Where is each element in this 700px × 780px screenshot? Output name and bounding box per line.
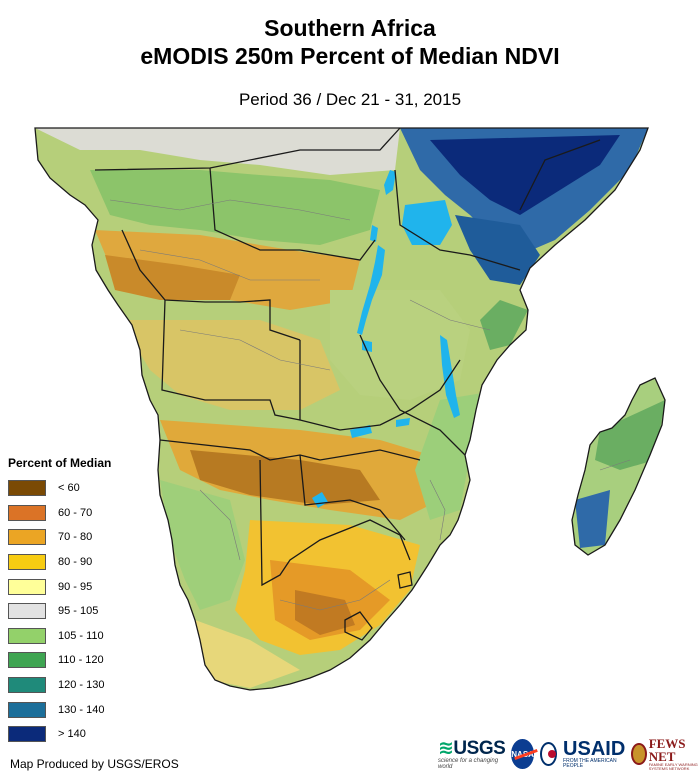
usgs-wordmark: USGS [453,737,506,759]
legend-item: > 140 [8,722,158,747]
lake-kariba [350,425,372,438]
fews-wordmark: FEWS NET [648,736,686,764]
legend-label: 130 - 140 [58,703,105,716]
legend-item: 120 - 130 [8,673,158,698]
lake-cahora-bassa [396,418,410,427]
legend-item: 90 - 95 [8,574,158,599]
fews-globe-icon [631,743,647,765]
lake-albert [384,170,396,195]
legend-item: 70 - 80 [8,525,158,550]
legend-title: Percent of Median [8,456,112,470]
legend-label: 90 - 95 [58,580,93,593]
legend-label: < 60 [58,482,80,495]
legend-swatch [8,603,46,620]
legend-swatch [8,701,46,718]
country-borders [34,127,666,691]
legend-swatch [8,677,46,694]
lake-malawi [440,335,460,418]
legend-swatch [8,529,46,546]
legend-swatch [8,652,46,669]
nasa-logo: NASA [511,739,534,769]
fews-tagline: FAMINE EARLY WARNING SYSTEMS NETWORK [648,762,698,771]
legend-label: 80 - 90 [58,556,93,569]
lake-kivu [370,225,378,242]
legend-swatch [8,578,46,595]
legend-item: 110 - 120 [8,648,158,673]
legend-swatch [8,480,46,497]
map-period: Period 36 / Dec 21 - 31, 2015 [238,90,462,109]
legend-label: 110 - 120 [58,654,104,667]
legend-swatch [8,504,46,521]
legend-swatch [8,627,46,644]
credit-text: Map Produced by USGS/EROS [10,757,179,771]
legend: Percent of Median < 60 60 - 70 70 - 80 80 -… [8,456,158,747]
legend-swatch [8,554,46,571]
usgs-logo: ≋USGS science for a changing world [438,737,506,770]
legend-item: < 60 [8,476,158,501]
usaid-wordmark: USAID [563,738,626,760]
usaid-seal-icon [539,742,558,766]
usaid-logo: USAID FROM THE AMERICAN PEOPLE [563,739,625,769]
fews-net-logo: FEWS NET FAMINE EARLY WARNING SYSTEMS NE… [631,737,700,771]
legend-label: > 140 [58,728,86,741]
legend-label: 60 - 70 [58,506,93,519]
legend-label: 120 - 130 [58,679,105,692]
legend-rows: < 60 60 - 70 70 - 80 80 - 90 90 - 95 95 - 105… [8,476,158,747]
legend-label: 95 - 105 [58,605,99,618]
map-title-line2: eMODIS 250m Percent of Median NDVI [140,43,560,69]
usgs-tagline: science for a changing world [438,757,499,770]
lake-tanganyika [357,245,385,335]
legend-label: 105 - 110 [58,629,104,642]
nasa-wordmark: NASA [511,749,534,759]
admin-borders [109,199,631,611]
legend-swatch [8,726,46,743]
legend-item: 130 - 140 [8,697,158,722]
usaid-tagline: FROM THE AMERICAN PEOPLE [563,758,617,769]
legend-item: 60 - 70 [8,501,158,526]
legend-item: 95 - 105 [8,599,158,624]
logo-strip: ≋USGS science for a changing world NASA … [438,737,700,771]
map-title-line1: Southern Africa [264,15,436,41]
legend-item: 105 - 110 [8,624,158,649]
legend-label: 70 - 80 [58,531,93,544]
lake-mweru [362,340,372,352]
legend-item: 80 - 90 [8,550,158,575]
